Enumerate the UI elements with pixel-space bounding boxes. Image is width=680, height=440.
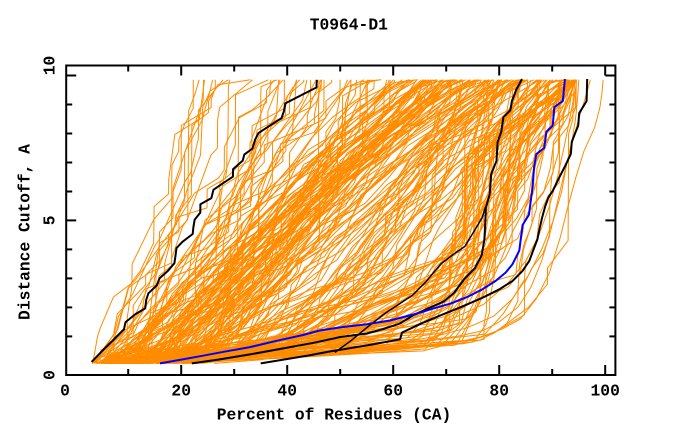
svg-text:100: 100 bbox=[591, 381, 620, 400]
svg-text:Percent of Residues (CA): Percent of Residues (CA) bbox=[217, 406, 452, 425]
svg-text:T0964-D1: T0964-D1 bbox=[310, 16, 388, 35]
svg-text:20: 20 bbox=[171, 381, 191, 400]
svg-text:5: 5 bbox=[41, 216, 60, 226]
svg-text:0: 0 bbox=[41, 370, 60, 380]
svg-text:40: 40 bbox=[277, 381, 297, 400]
svg-text:0: 0 bbox=[60, 381, 70, 400]
svg-text:10: 10 bbox=[41, 56, 60, 76]
svg-text:Distance Cutoff, A: Distance Cutoff, A bbox=[16, 144, 35, 320]
svg-text:80: 80 bbox=[489, 381, 509, 400]
svg-text:60: 60 bbox=[383, 381, 403, 400]
